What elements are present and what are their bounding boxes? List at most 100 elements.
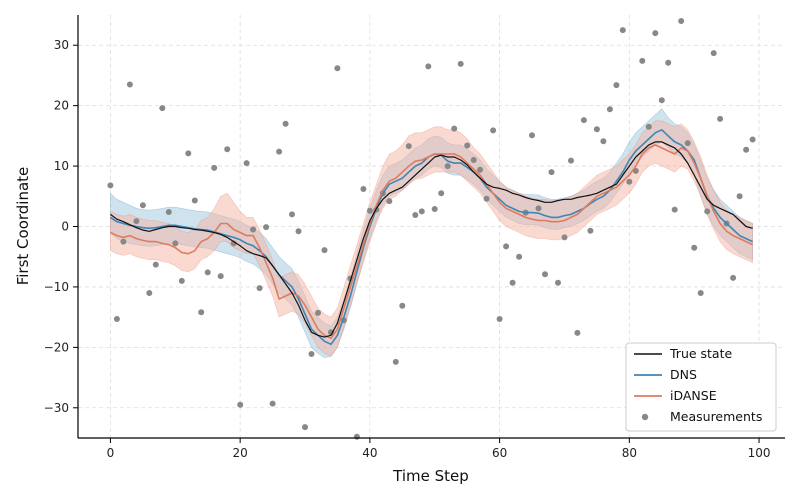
measurement-point (178, 277, 185, 284)
measurement-point (613, 82, 620, 89)
band-idanse (110, 120, 753, 357)
measurement-point (315, 309, 321, 316)
measurement-point (730, 274, 737, 281)
series-lines (109, 129, 753, 346)
measurement-point (483, 195, 490, 202)
measurement-point (606, 106, 613, 113)
measurement-point (678, 18, 685, 24)
measurement-point (185, 150, 192, 157)
measurement-point (263, 224, 270, 231)
measurement-point (736, 193, 743, 200)
confidence-bands (110, 108, 753, 358)
measurement-point (697, 290, 704, 296)
measurement-point (464, 142, 471, 149)
measurement-point (431, 206, 438, 212)
measurement-point (645, 123, 652, 130)
measurement-point (574, 329, 581, 336)
measurement-point (204, 269, 211, 276)
measurement-point (399, 302, 406, 309)
measurement-point (243, 160, 250, 167)
legend-swatch-measurements (641, 413, 649, 421)
measurement-point (555, 279, 561, 286)
y-tick-label: 10 (54, 159, 69, 173)
legend-label-measurements: Measurements (670, 409, 762, 424)
measurement-point (529, 132, 535, 139)
measurement-point (496, 316, 503, 322)
measurement-point (438, 190, 445, 197)
legend-label-idanse: iDANSE (670, 388, 717, 403)
measurement-point (457, 60, 464, 67)
measurement-point (360, 186, 367, 192)
measurement-point (580, 117, 587, 124)
x-tick-label: 20 (233, 446, 248, 460)
measurement-point (444, 163, 451, 170)
measurement-point (321, 247, 328, 254)
measurement-point (386, 198, 393, 205)
x-tick-label: 60 (492, 446, 507, 460)
y-tick-label: 20 (54, 99, 69, 113)
measurement-point (710, 50, 717, 57)
x-axis-label: Time Step (392, 467, 469, 485)
measurement-point (652, 30, 659, 37)
legend: True state DNS iDANSE Measurements (625, 342, 777, 432)
measurement-point (152, 261, 159, 268)
legend-box (625, 342, 777, 432)
measurement-point (165, 209, 172, 215)
line-true-state (110, 141, 753, 338)
y-axis-label: First Coordinate (14, 167, 32, 286)
measurement-point (276, 148, 283, 155)
measurement-point (691, 244, 698, 251)
measurement-point (250, 226, 257, 233)
measurement-point (665, 59, 672, 66)
measurement-point (619, 27, 626, 34)
measurement-point (658, 97, 665, 104)
y-tick-label: −10 (44, 280, 69, 294)
measurement-point (126, 81, 133, 88)
measurement-point (328, 329, 334, 336)
measurement-point (587, 227, 594, 234)
y-tick-label: 30 (54, 38, 69, 52)
measurement-point (269, 400, 276, 407)
measurement-point (353, 433, 360, 440)
measurement-point (366, 207, 373, 214)
measurement-point (470, 157, 477, 163)
measurement-point (405, 143, 412, 150)
y-tick-label: 0 (61, 220, 69, 234)
measurement-point (535, 205, 542, 212)
measurement-point (509, 279, 516, 286)
measurement-point (671, 206, 678, 213)
measurement-point (503, 243, 510, 250)
measurement-point (295, 228, 302, 235)
y-tick-label: −20 (44, 340, 69, 354)
measurement-point (289, 211, 295, 218)
measurement-point (418, 208, 425, 215)
measurement-point (139, 202, 146, 209)
measurement-point (425, 63, 432, 70)
measurement-point (224, 146, 231, 153)
x-tick-label: 40 (362, 446, 377, 460)
measurement-point (107, 182, 114, 189)
measurement-point (593, 126, 600, 133)
measurement-point (237, 401, 244, 408)
measurement-point (211, 164, 218, 171)
measurement-point (600, 138, 607, 145)
line-idanse (110, 144, 753, 340)
measurement-point (477, 166, 484, 173)
measurement-point (159, 105, 166, 112)
measurement-point (684, 140, 691, 147)
measurement-point (704, 208, 711, 215)
x-tick-label: 80 (622, 446, 637, 460)
x-tick-label: 100 (748, 446, 771, 460)
legend-label-true-state: True state (669, 346, 732, 361)
measurement-point (451, 125, 458, 132)
measurement-point (217, 273, 224, 280)
measurement-point (120, 238, 127, 245)
measurement-point (490, 127, 497, 134)
measurement-point (256, 285, 263, 292)
measurement-point (191, 197, 198, 204)
x-tick-label: 0 (107, 446, 115, 460)
measurement-point (392, 358, 399, 365)
measurement-point (548, 169, 555, 176)
measurement-point (717, 115, 724, 122)
